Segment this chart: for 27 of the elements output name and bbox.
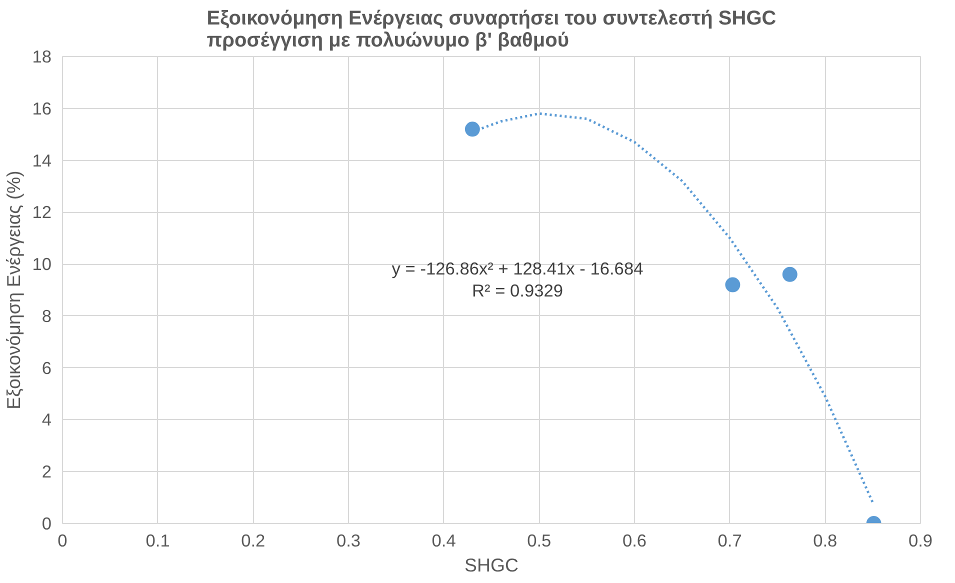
x-tick-label: 0.9 bbox=[908, 530, 933, 550]
point bbox=[725, 277, 740, 292]
x-tick-label: 0.5 bbox=[527, 530, 552, 550]
y-tick-label: 0 bbox=[42, 514, 52, 534]
x-tick-label: 0.3 bbox=[336, 530, 361, 550]
y-tick-label: 8 bbox=[42, 306, 52, 326]
annotation: R² = 0.9329 bbox=[472, 280, 564, 300]
x-tick-label: 0.1 bbox=[146, 530, 170, 550]
y-tick-label: 18 bbox=[32, 46, 52, 66]
y-tick-label: 12 bbox=[32, 202, 52, 222]
y-tick-label: 14 bbox=[32, 150, 52, 170]
x-tick-label: 0.6 bbox=[622, 530, 647, 550]
x-tick-label: 0.7 bbox=[718, 530, 742, 550]
y-tick-label: 4 bbox=[42, 410, 52, 430]
y-tick-label: 6 bbox=[42, 358, 52, 378]
chart-title: Εξοικονόμηση Ενέργειας συναρτήσει του συντελεστή SHGC προσέγγιση με πολυώνυμο β' βαθμού bbox=[206, 8, 776, 52]
x-tick-label: 0 bbox=[58, 530, 68, 550]
point bbox=[782, 266, 798, 282]
x-tick-label: 0.4 bbox=[432, 530, 456, 550]
x-tick-label: 0.2 bbox=[241, 530, 266, 550]
x-tick-label: 0.8 bbox=[813, 530, 838, 550]
x-axis-title: SHGC bbox=[464, 554, 518, 576]
y-tick-label: 10 bbox=[32, 254, 52, 274]
y-axis-title: Εξοικονόμηση Ενέργειας (%) bbox=[3, 170, 24, 410]
y-tick-label: 16 bbox=[32, 98, 52, 118]
annotation: y = -126.86x² + 128.41x - 16.684 bbox=[392, 258, 644, 278]
y-tick-label: 2 bbox=[42, 462, 52, 482]
